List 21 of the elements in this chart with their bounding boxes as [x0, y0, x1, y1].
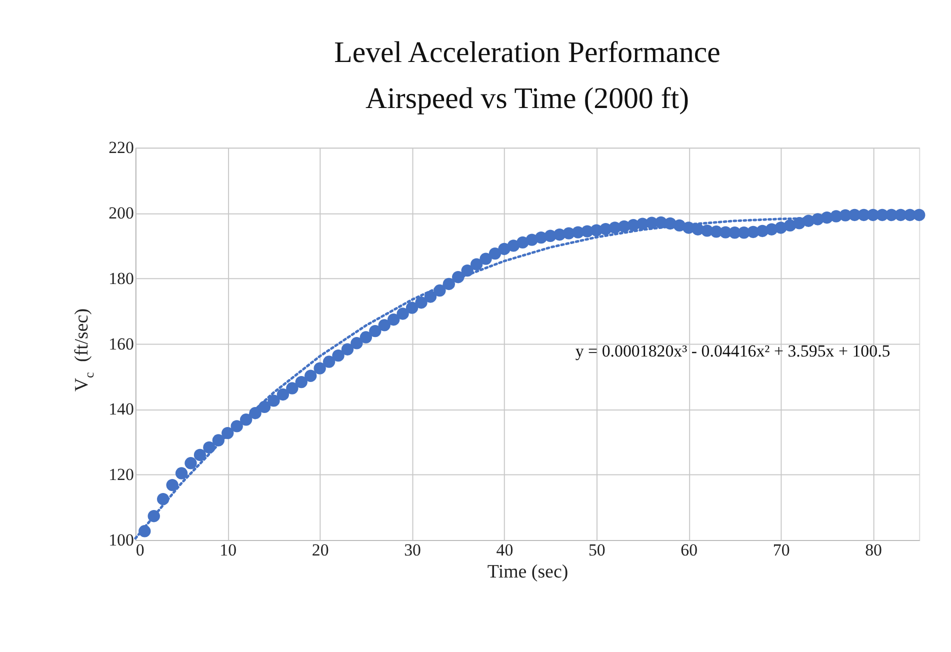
y-tick-label: 200 [108, 203, 134, 222]
y-tick-label: 100 [108, 530, 134, 550]
x-tick-label: 30 [404, 540, 421, 560]
x-tick-label: 0 [136, 540, 144, 560]
x-tick-label: 10 [220, 540, 237, 560]
x-axis-title: Time (sec) [487, 561, 568, 582]
annotation: y = 0.0001820x³ - 0.04416x² + 3.595x + 100.5 [575, 342, 890, 361]
text: Airspeed vs Time (2000 ft) [366, 82, 690, 115]
x-tick-label: 50 [588, 540, 606, 560]
y-axis-title: Vc (ft/sec) [72, 308, 97, 392]
y-tick-label: 160 [108, 334, 134, 354]
y-tick-label: 120 [108, 465, 134, 484]
x-tick-label: 80 [865, 540, 882, 560]
x-tick-label: 70 [772, 540, 790, 560]
x-tick-label: 60 [680, 540, 698, 560]
y-tick-label: 180 [108, 268, 134, 288]
y-tick-label: 220 [108, 138, 134, 158]
y-tick-label: 140 [108, 400, 134, 419]
x-tick-label: 40 [496, 540, 514, 560]
text: Level Acceleration Performance [334, 36, 720, 69]
x-tick-label: 20 [312, 540, 329, 560]
